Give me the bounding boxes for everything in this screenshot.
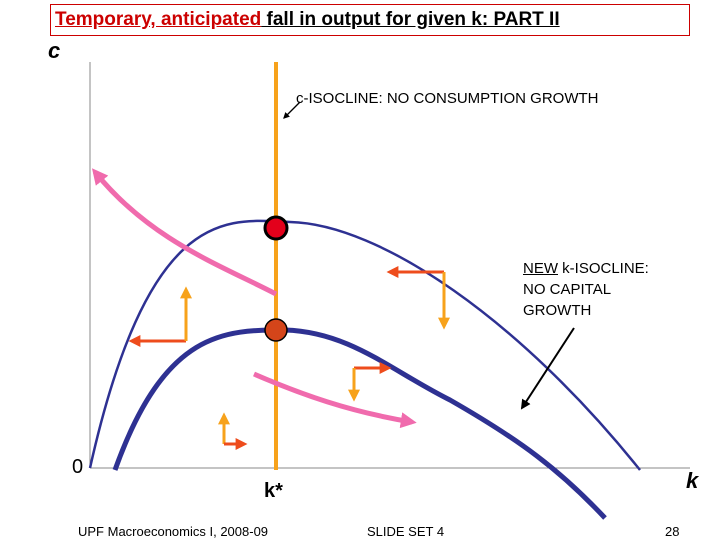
x-axis-label: k — [686, 468, 699, 493]
c-isocline-label: c-ISOCLINE: NO CONSUMPTION GROWTH — [296, 90, 599, 107]
upper-path-arrow — [91, 168, 278, 297]
origin-label: 0 — [72, 456, 84, 478]
k-isocline-line2: NO CAPITAL — [523, 281, 612, 298]
new-word: NEW — [523, 260, 558, 277]
new-k-isocline — [112, 327, 607, 520]
footer-course: UPF Macroeconomics I, 2008-09 — [78, 524, 269, 539]
k-isocline-line3: GROWTH — [523, 302, 592, 319]
slide-title: Temporary, anticipated fall in output fo… — [50, 4, 690, 36]
title-emphasis: Temporary, anticipated — [55, 9, 262, 30]
y-axis-label: c — [48, 38, 61, 63]
k-isocline-line1-rest: k-ISOCLINE: — [558, 260, 649, 277]
k-isocline-pointer — [520, 327, 575, 410]
old-k-isocline — [88, 219, 641, 471]
new-steady-state — [264, 318, 288, 342]
footer-page-number: 28 — [665, 524, 680, 539]
footer-slide-set: SLIDE SET 4 — [367, 524, 445, 539]
c-isocline-pointer — [283, 101, 301, 119]
k-isocline-label: NEW k-ISOCLINE: NO CAPITAL GROWTH — [523, 258, 693, 321]
kstar-label: k* — [264, 480, 283, 502]
lower-path-arrow — [253, 371, 417, 429]
title-rest: fall in output for given k: PART II — [261, 9, 560, 30]
old-steady-state — [263, 215, 289, 241]
